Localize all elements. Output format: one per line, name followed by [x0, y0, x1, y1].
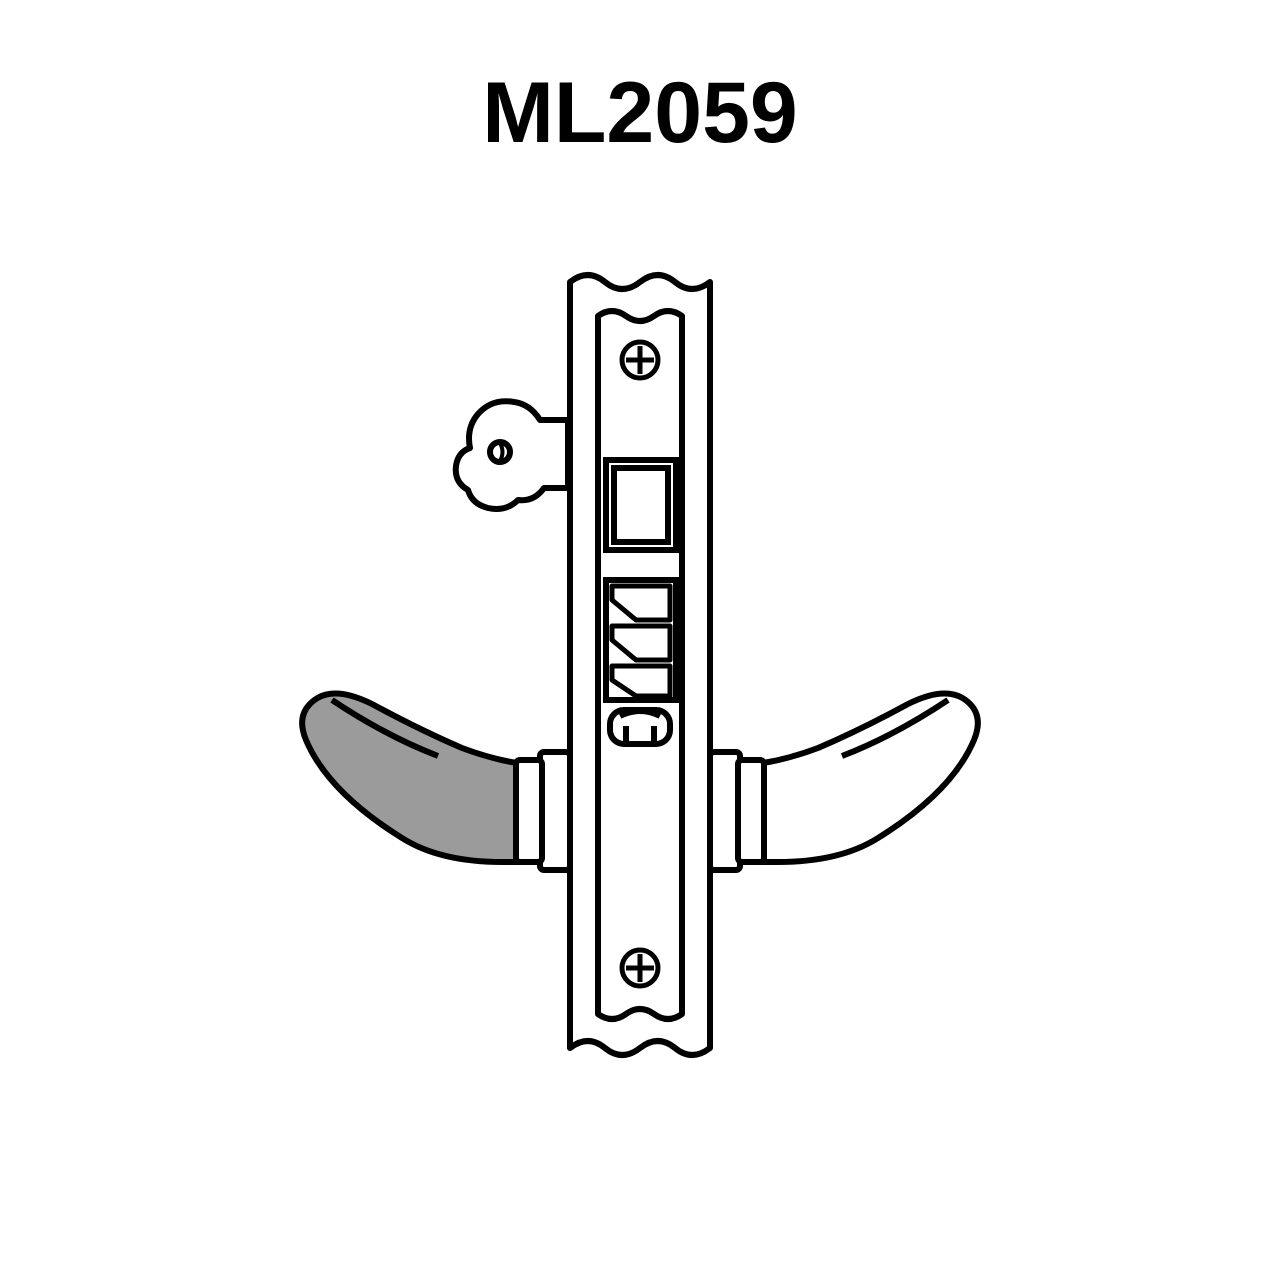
screw-top [622, 342, 658, 378]
deadbolt-window [606, 460, 676, 550]
lever-collar-left [516, 752, 570, 870]
lever-collar-right [710, 752, 764, 870]
latch-assembly [606, 580, 676, 700]
screw-bottom [622, 950, 658, 986]
lock-diagram [0, 0, 1280, 1280]
key-cylinder [456, 401, 568, 509]
aux-latch [610, 710, 670, 744]
